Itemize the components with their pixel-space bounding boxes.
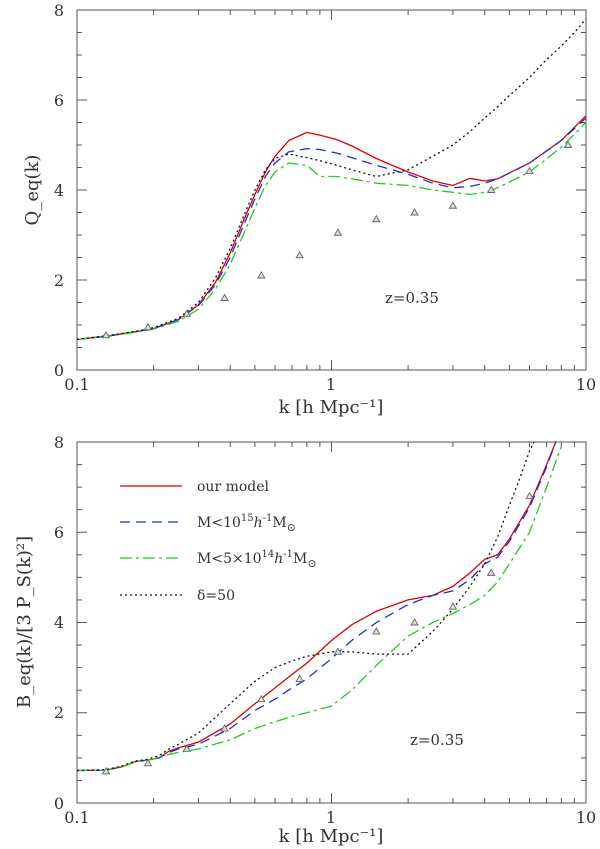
data-point	[143, 758, 153, 767]
legend-label-part: M<10	[197, 515, 241, 531]
data-point	[182, 309, 192, 317]
series-line-0	[77, 115, 586, 341]
data-point	[448, 602, 458, 610]
data-point	[525, 166, 534, 175]
ytick-label: 6	[54, 91, 64, 110]
legend-label-part: h	[274, 551, 283, 567]
ytick-label: 2	[54, 271, 64, 290]
data-point	[101, 330, 111, 339]
redshift-annotation: z=0.35	[385, 289, 439, 307]
ytick-label: 0	[54, 794, 64, 813]
series-line-1	[77, 442, 557, 772]
data-point	[333, 228, 343, 236]
data-point	[295, 674, 304, 682]
plot-frame-bottom	[76, 441, 587, 804]
plot-frame-top	[76, 9, 587, 371]
data-point	[295, 250, 304, 259]
series-line-3	[77, 18, 586, 341]
legend-label-m-lt-1e15: M<1015h-1M⊙	[197, 513, 296, 534]
data-point	[143, 322, 153, 331]
series-line-2	[77, 122, 586, 341]
series-group-bottom	[77, 442, 562, 772]
legend-label-sup: 14	[262, 549, 275, 560]
xtick-label: 1	[326, 375, 336, 394]
y-axis-title: B_eq(k)/[3 P_S(k)²]	[14, 536, 35, 708]
data-point	[220, 293, 229, 301]
legend-label-sup: -1	[263, 513, 273, 524]
data-point	[486, 185, 496, 193]
legend-label-sub: ⊙	[307, 557, 316, 570]
ytick-label: 4	[54, 613, 64, 632]
legend-label-sub: ⊙	[287, 521, 296, 534]
y-axis-title: Q_eq(k)	[22, 155, 43, 226]
data-point	[486, 568, 496, 576]
data-point	[525, 491, 534, 500]
data-point	[257, 271, 266, 279]
panel-bottom: 8 6 4 2 0 0.1 1 10 k [h Mpc⁻¹] B_eq(k)/[…	[14, 411, 596, 847]
x-axis-title: k [h Mpc⁻¹]	[279, 826, 384, 847]
data-point	[101, 767, 111, 775]
redshift-annotation: z=0.35	[410, 731, 464, 749]
ticks-bottom	[76, 441, 587, 804]
data-point	[410, 208, 419, 216]
data-point	[565, 411, 572, 417]
ticks-top	[76, 9, 587, 371]
data-point	[563, 140, 573, 148]
data-point	[220, 724, 229, 732]
xtick-label: 10	[576, 375, 596, 394]
ytick-label: 8	[54, 1, 64, 20]
ytick-label: 8	[54, 433, 64, 452]
xtick-label: 0.1	[64, 808, 89, 827]
points-group-top	[101, 140, 573, 339]
data-point	[257, 694, 266, 703]
series-line-0	[77, 442, 557, 772]
xtick-label: 1	[326, 808, 336, 827]
legend-label-part: M<5×10	[197, 551, 262, 567]
ytick-label: 6	[54, 523, 64, 542]
series-line-1	[77, 117, 586, 341]
data-point	[182, 744, 192, 752]
data-point	[372, 214, 381, 223]
legend-label: our model	[197, 479, 270, 495]
legend-label-m-lt-5e14: M<5×1014h-1M⊙	[197, 549, 317, 570]
ytick-label: 2	[54, 703, 64, 722]
legend-label-sup: -1	[283, 549, 293, 560]
legend-label-part: M	[293, 551, 307, 567]
xtick-label: 10	[576, 808, 596, 827]
series-line-2	[77, 446, 562, 772]
points-group-bottom	[101, 411, 572, 775]
data-point	[410, 618, 419, 626]
data-point	[333, 647, 343, 655]
legend-label-sup: 15	[241, 513, 254, 524]
legend-label: δ=50	[197, 588, 235, 604]
series-line-3	[77, 442, 535, 772]
series-group-top	[77, 18, 586, 341]
xtick-label: 0.1	[64, 375, 89, 394]
ytick-label: 0	[54, 361, 64, 380]
ytick-label: 4	[54, 181, 64, 200]
data-point	[448, 201, 458, 209]
data-point	[372, 627, 381, 635]
legend-label-part: M	[272, 515, 286, 531]
x-axis-title: k [h Mpc⁻¹]	[279, 397, 384, 418]
legend: our model M<1015h-1M⊙ M<5×1014h-1M⊙ δ=50	[120, 479, 317, 604]
legend-label-part: h	[254, 515, 263, 531]
panel-top: 8 6 4 2 0 0.1 1 10 k [h Mpc⁻¹] Q_eq(k) z…	[22, 1, 596, 418]
